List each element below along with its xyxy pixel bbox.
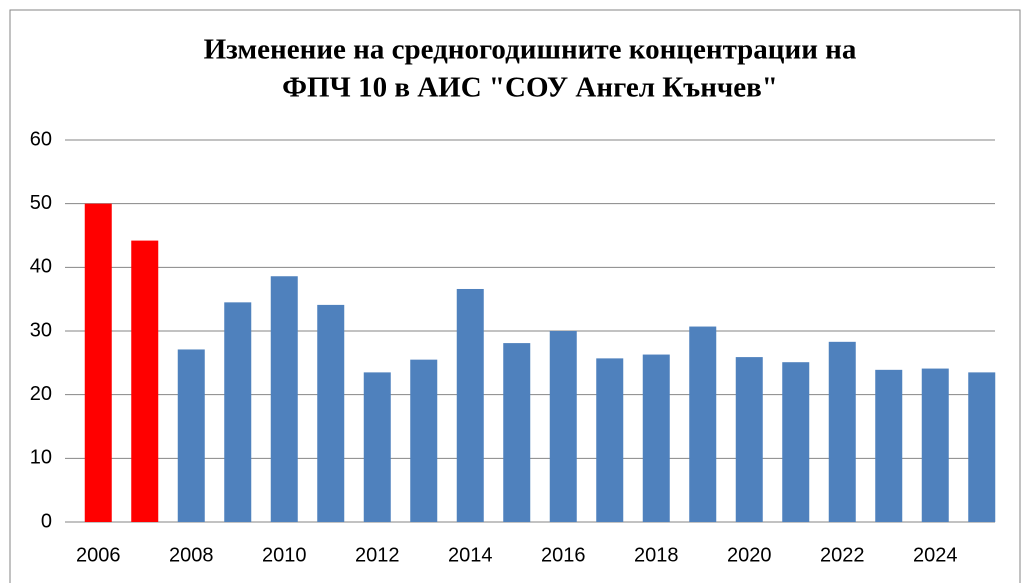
bar (642, 354, 670, 522)
bar (875, 369, 903, 522)
bar (549, 331, 577, 522)
chart-title: Изменение на средногодишните концентраци… (204, 34, 857, 66)
bar (131, 240, 159, 523)
chart-title: ФПЧ 10 в АИС "СОУ Ангел Кънчев" (282, 72, 778, 104)
bar (456, 288, 484, 522)
x-tick-label: 2008 (169, 544, 214, 566)
bar (689, 326, 717, 522)
x-tick-label: 2012 (355, 544, 400, 566)
x-tick-label: 2022 (820, 544, 865, 566)
x-tick-label: 2010 (262, 544, 307, 566)
bar (596, 358, 624, 522)
y-tick-label: 60 (30, 128, 52, 150)
bar (503, 343, 531, 522)
bar (782, 362, 810, 522)
y-tick-label: 0 (41, 510, 52, 532)
y-tick-label: 30 (30, 319, 52, 341)
bar (410, 359, 438, 522)
bar (270, 276, 298, 522)
bar (363, 372, 391, 522)
y-tick-label: 10 (30, 447, 52, 469)
y-tick-label: 50 (30, 192, 52, 214)
bar (224, 302, 252, 522)
bar (84, 203, 112, 522)
x-tick-label: 2020 (727, 544, 772, 566)
x-tick-label: 2014 (448, 544, 493, 566)
bar (921, 368, 949, 522)
y-tick-label: 40 (30, 256, 52, 278)
x-tick-label: 2024 (913, 544, 958, 566)
y-tick-label: 20 (30, 383, 52, 405)
bar (317, 304, 345, 522)
x-tick-label: 2016 (541, 544, 586, 566)
bar (828, 341, 856, 522)
bar (968, 372, 996, 522)
x-tick-label: 2018 (634, 544, 679, 566)
x-tick-label: 2006 (76, 544, 121, 566)
bar (177, 349, 205, 522)
bar (735, 357, 763, 522)
